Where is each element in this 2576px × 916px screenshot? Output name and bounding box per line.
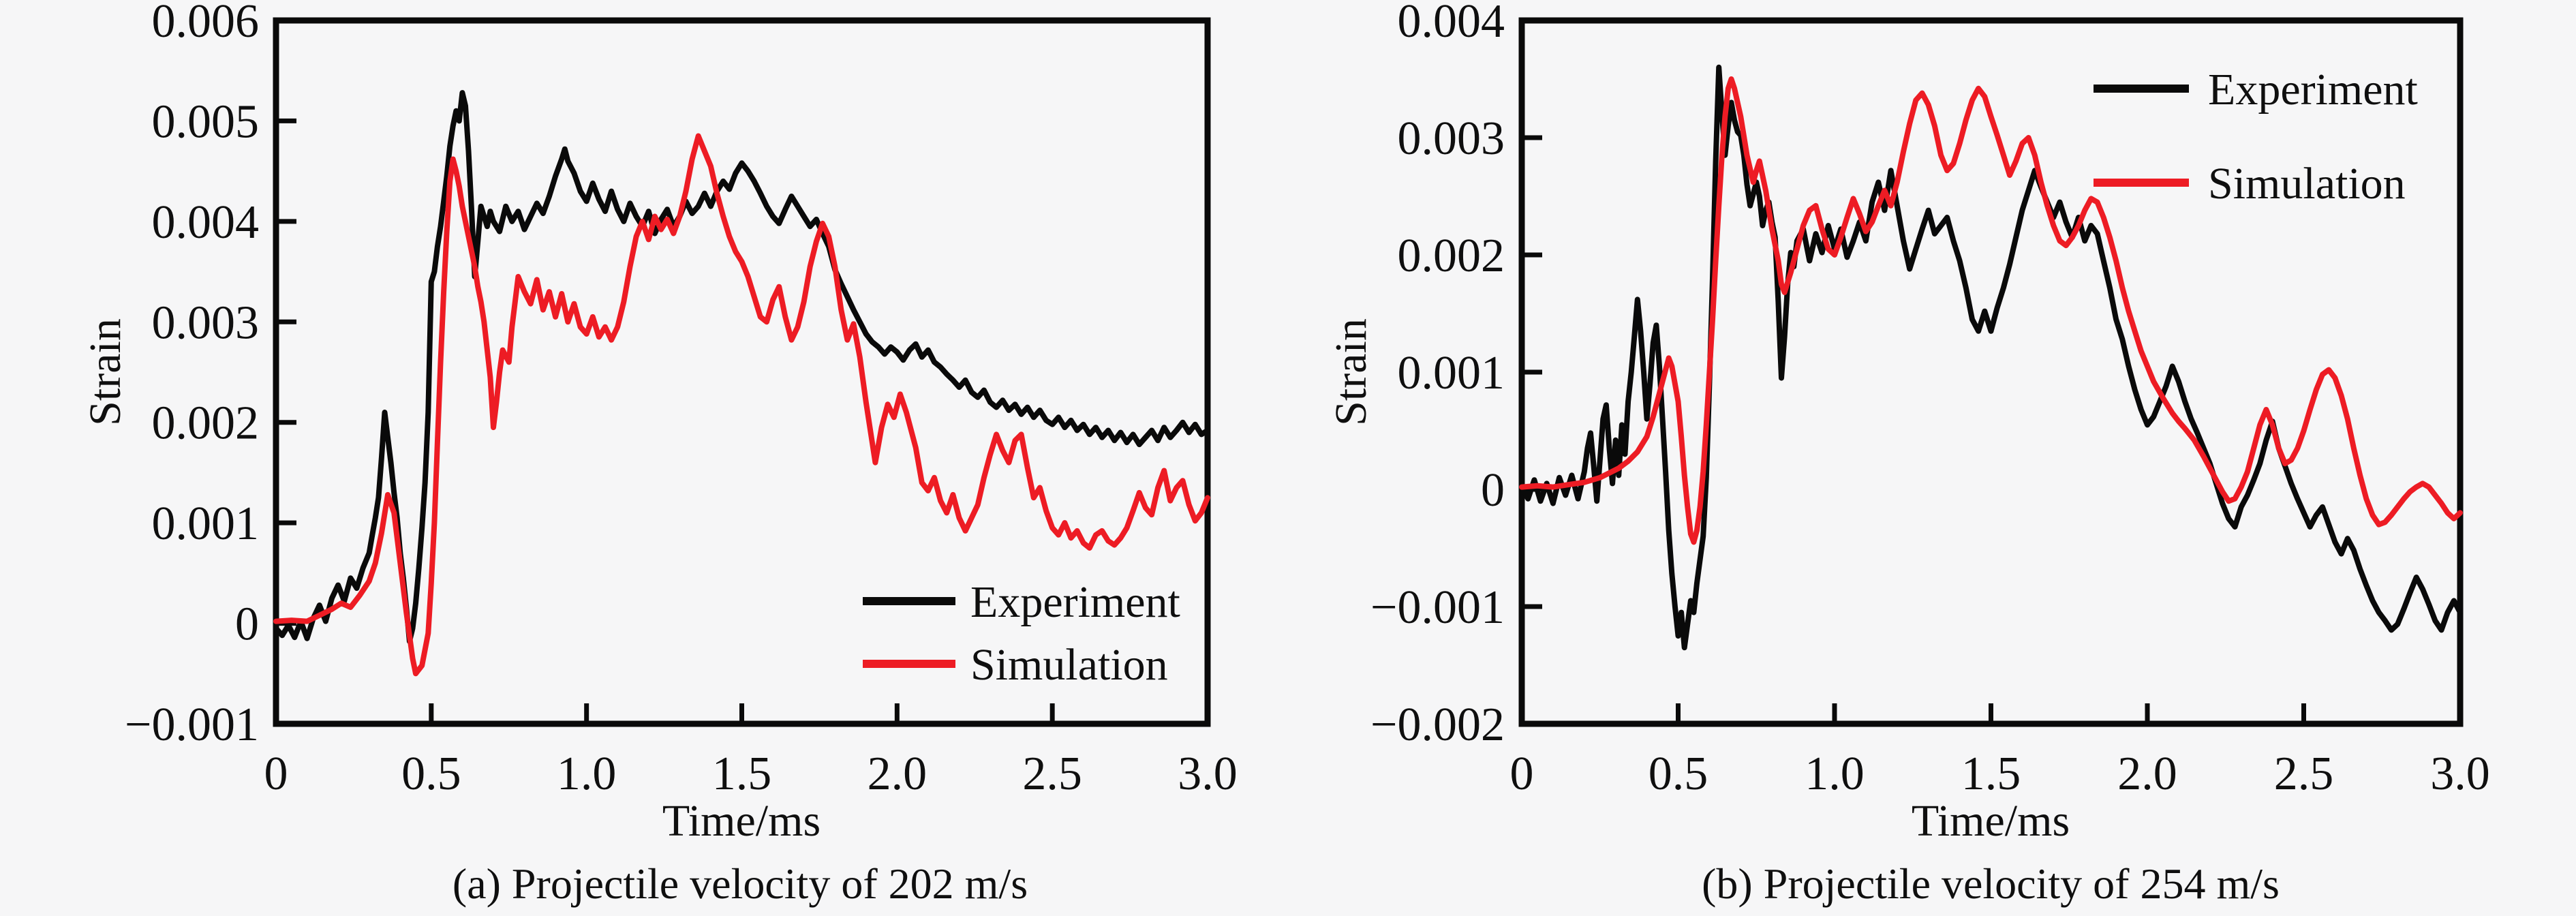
x-tick-label-a: 0.5 <box>401 748 461 800</box>
y-tick-label-a: 0.003 <box>152 296 260 349</box>
x-tick-label-a: 2.5 <box>1022 748 1082 800</box>
y-tick-label-b: 0.002 <box>1398 230 1505 282</box>
caption-a: (a) Projectile velocity of 202 m/s <box>452 859 1028 908</box>
x-tick-label-b: 1.0 <box>1805 748 1865 800</box>
y-tick-label-b: 0.003 <box>1398 112 1505 165</box>
series-line-experiment-b <box>1519 64 2463 651</box>
x-tick-label-a: 1.5 <box>712 748 772 800</box>
y-tick-label-a: −0.001 <box>125 699 259 751</box>
series-line-simulation-b <box>1519 76 2463 545</box>
y-tick-label-a: 0.006 <box>152 0 260 48</box>
caption-b: (b) Projectile velocity of 254 m/s <box>1702 859 2280 908</box>
x-tick-label-a: 2.0 <box>868 748 927 800</box>
x-tick-label-b: 1.5 <box>1961 748 2021 800</box>
y-tick-label-a: 0.005 <box>152 95 260 148</box>
x-tick-label-a: 3.0 <box>1178 748 1238 800</box>
x-tick-label-b: 0 <box>1510 748 1534 800</box>
x-tick-label-b: 0.5 <box>1649 748 1708 800</box>
x-axis-title-a: Time/ms <box>662 796 821 846</box>
y-axis-title-a: Strain <box>80 318 130 426</box>
legend-label-experiment-b: Experiment <box>2208 65 2418 114</box>
y-tick-label-b: 0.001 <box>1398 347 1505 399</box>
y-tick-label-b: 0 <box>1481 464 1505 517</box>
y-tick-label-a: 0.001 <box>152 498 260 550</box>
x-tick-label-a: 1.0 <box>557 748 617 800</box>
y-tick-label-b: −0.001 <box>1370 581 1505 634</box>
x-tick-label-b: 2.5 <box>2274 748 2334 800</box>
series-line-simulation-a <box>273 133 1210 677</box>
x-tick-label-a: 0 <box>264 748 288 800</box>
legend-label-simulation-b: Simulation <box>2208 159 2406 209</box>
legend-label-experiment-a: Experiment <box>970 577 1180 627</box>
y-tick-label-a: 0.004 <box>152 196 260 249</box>
y-tick-label-a: 0.002 <box>152 397 260 450</box>
y-axis-title-b: Strain <box>1326 318 1376 426</box>
x-tick-label-b: 3.0 <box>2430 748 2490 800</box>
series-line-experiment-a <box>273 90 1210 645</box>
y-tick-label-a: 0 <box>235 598 259 651</box>
legend-label-simulation-a: Simulation <box>970 640 1168 690</box>
y-tick-label-b: −0.002 <box>1370 699 1505 751</box>
x-axis-title-b: Time/ms <box>1911 796 2070 846</box>
y-tick-label-b: 0.004 <box>1398 0 1505 48</box>
x-tick-label-b: 2.0 <box>2117 748 2177 800</box>
